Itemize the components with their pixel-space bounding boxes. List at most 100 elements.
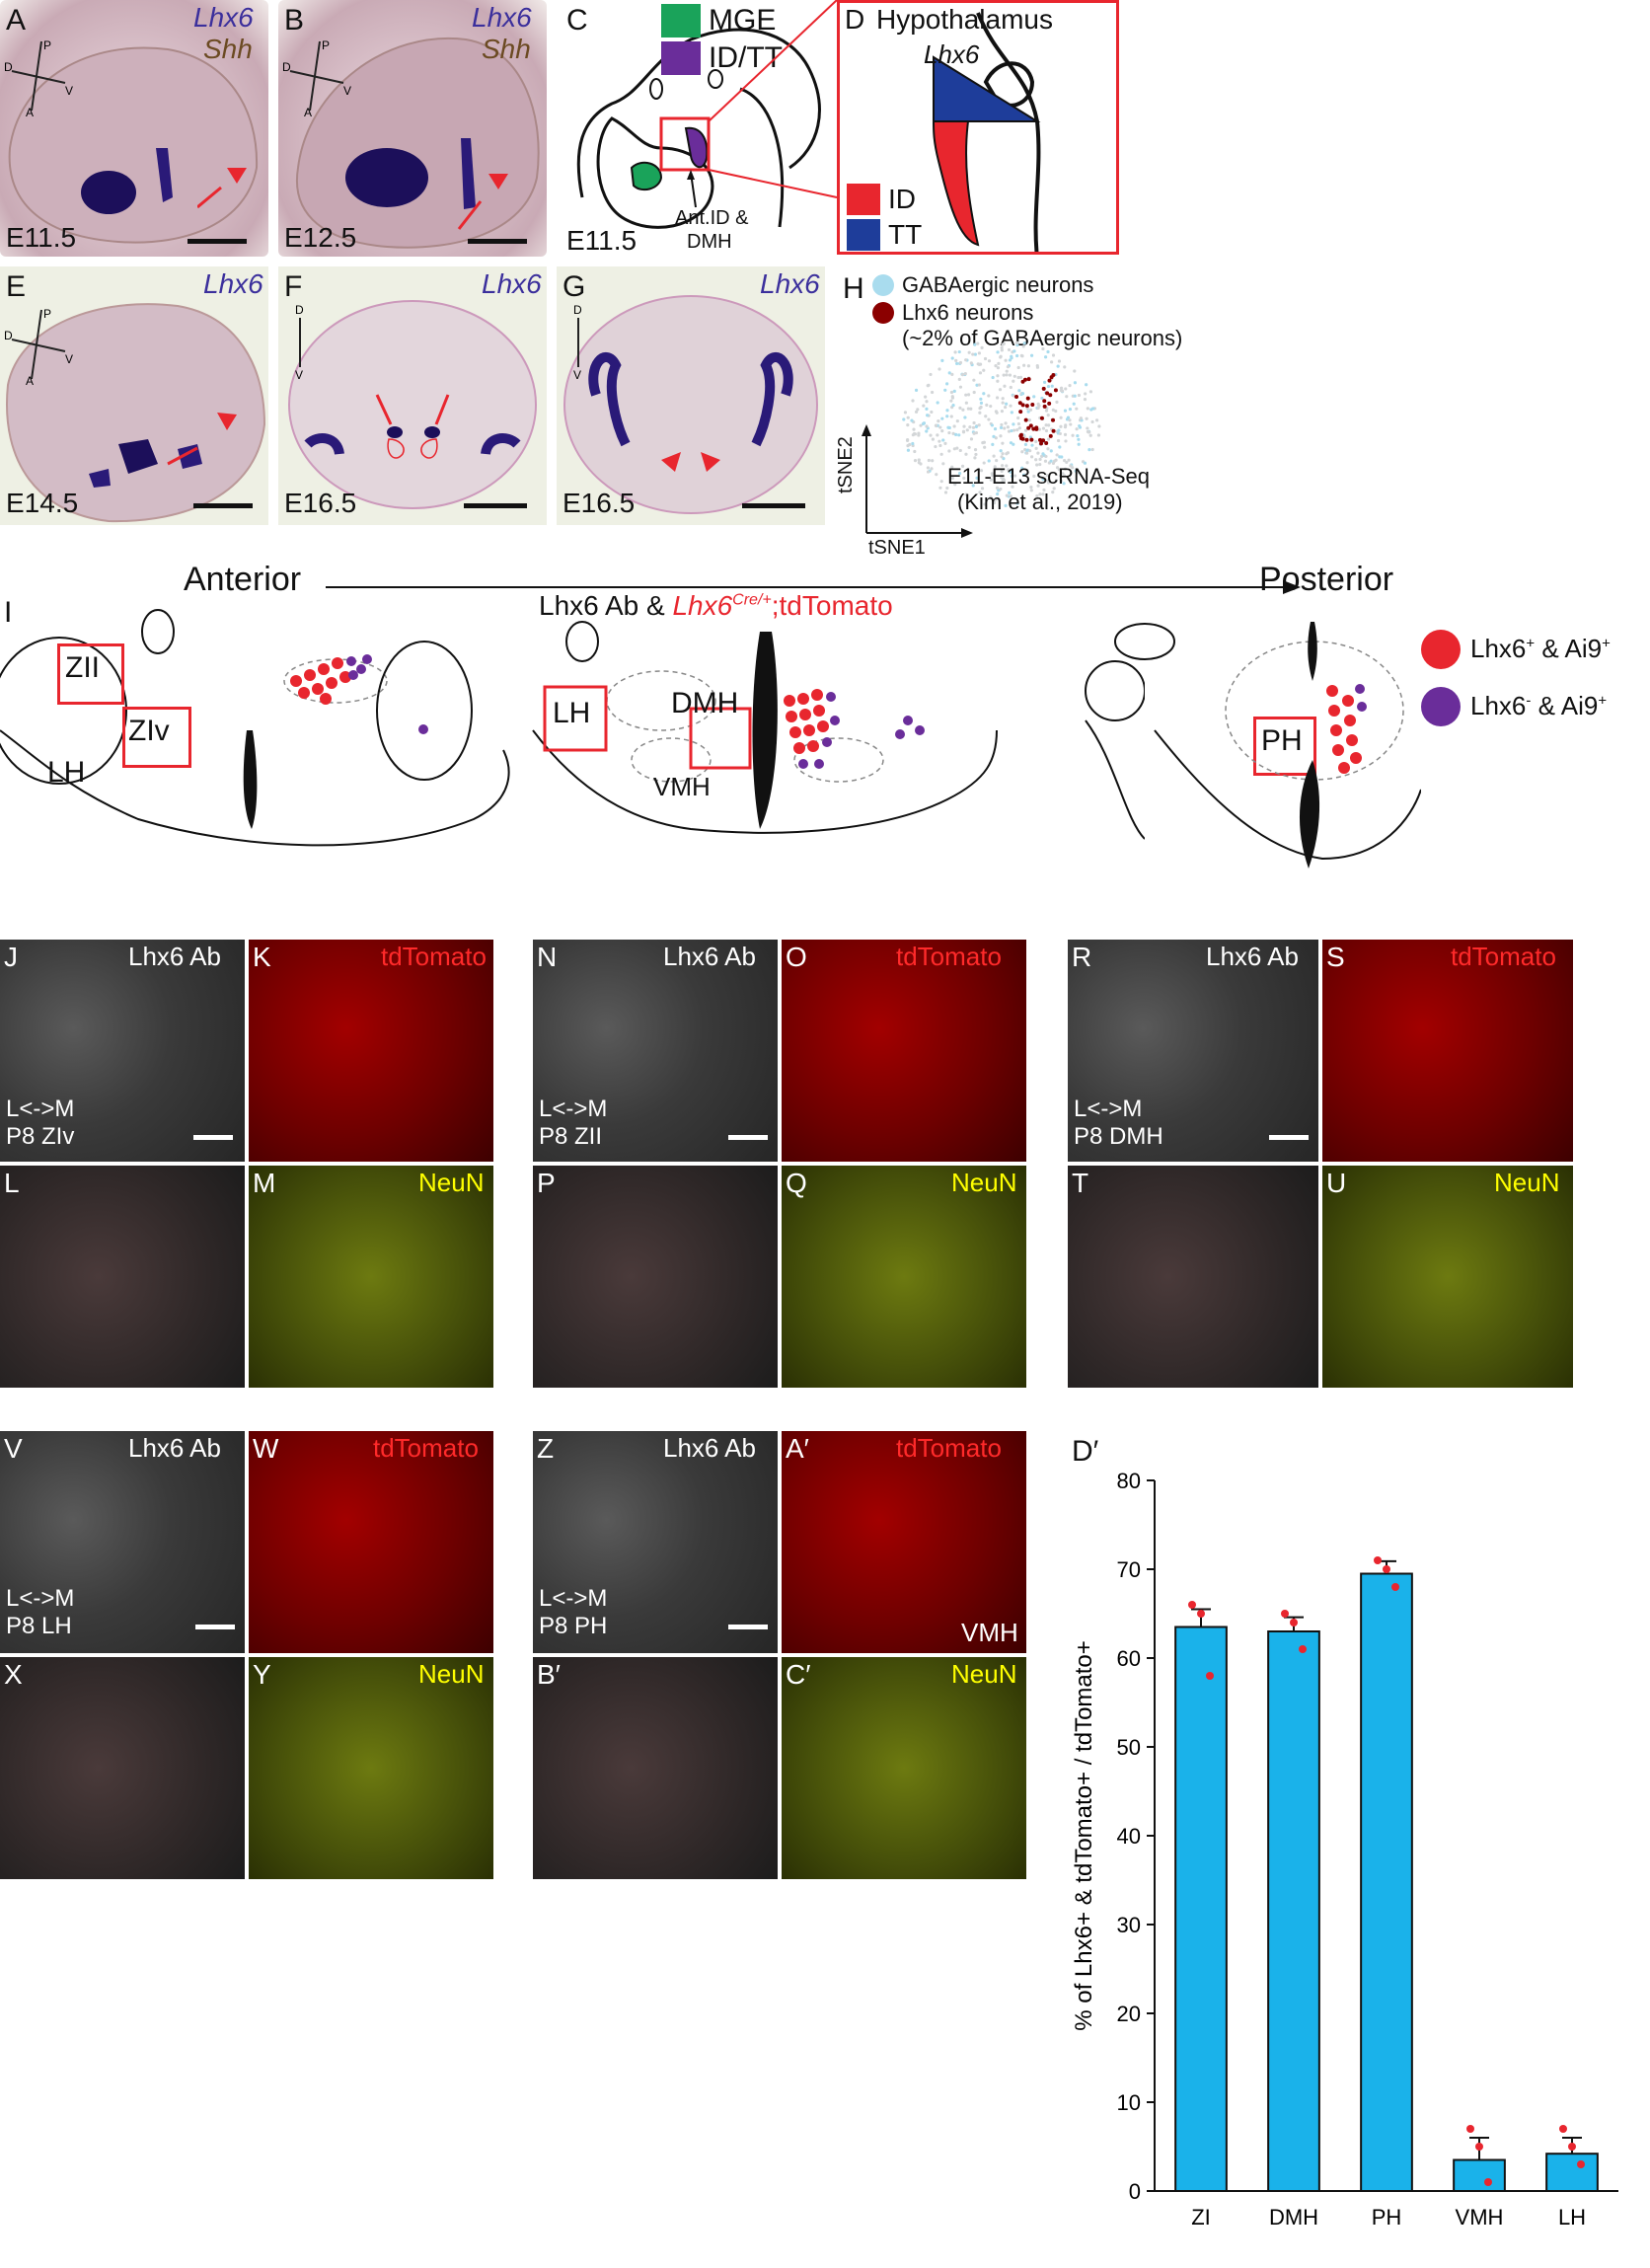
tsne-point: [1046, 414, 1050, 417]
tsne-point: [1029, 489, 1033, 492]
tsne-point: [995, 486, 1000, 490]
tsne-point: [914, 388, 919, 392]
panel-g-gene: Lhx6: [760, 268, 820, 299]
micro-c-prime-title: NeuN: [951, 1659, 1017, 1689]
tsne-point: [974, 452, 978, 457]
tsne-point: [1021, 473, 1025, 477]
tsne-point: [1036, 406, 1040, 411]
tsne-point: [996, 379, 1000, 383]
tsne-point: [1076, 471, 1080, 475]
tsne-point: [996, 366, 1001, 370]
legend-lhx6-label: Lhx6 neurons: [902, 300, 1034, 325]
tsne-point: [1022, 341, 1026, 345]
micro-m-title: NeuN: [418, 1168, 485, 1197]
tsne-point: [906, 416, 910, 419]
tsne-point: [903, 411, 908, 415]
legend-lhx6-sublabel: (~2% of GABAergic neurons): [902, 326, 1183, 350]
tsne-point: [1065, 460, 1069, 465]
panel-g-stage: E16.5: [562, 488, 636, 518]
tsne-point: [1059, 386, 1064, 390]
tsne-point: [1041, 492, 1045, 496]
tsne-point: [1051, 408, 1055, 412]
tsne-point: [1038, 457, 1042, 461]
tsne-point: [964, 452, 968, 456]
bar-lh: [1545, 2153, 1599, 2193]
tsne-lhx6-point: [1047, 378, 1052, 383]
tsne-point: [974, 430, 979, 435]
tsne-point: [1056, 364, 1060, 368]
chart-letter: D′: [1072, 1435, 1099, 1468]
tsne-point: [938, 443, 942, 448]
micro-r-letter: R: [1072, 942, 1092, 972]
tsne-point: [1086, 407, 1089, 411]
tsne-point: [975, 476, 979, 481]
tsne-lhx6-point: [1026, 377, 1031, 382]
legend-purple-gene: Lhx6: [1470, 691, 1527, 720]
tsne-point: [1046, 437, 1051, 441]
tsne-point: [945, 409, 949, 413]
legend-red-sup: +: [1526, 635, 1536, 652]
svg-text:P: P: [43, 38, 51, 52]
tsne-point: [1064, 439, 1068, 443]
panel-i-title-b: Lhx6: [672, 590, 733, 621]
svg-text:P: P: [322, 38, 330, 52]
tsne-point: [938, 439, 941, 443]
tsne-point: [1002, 373, 1006, 377]
panel-c-annotation-1: Ant.ID &: [675, 207, 749, 229]
svg-text:V: V: [343, 84, 351, 98]
tsne-point: [1008, 491, 1012, 494]
tsne-point: [1058, 474, 1063, 478]
micrograph-x: [0, 1657, 245, 1879]
tsne-point: [1003, 384, 1007, 388]
tsne-lhx6-point: [1048, 393, 1053, 398]
tsne-lhx6-point: [1042, 404, 1047, 409]
tsne-point: [972, 390, 976, 395]
tsne-point: [964, 401, 968, 405]
tsne-point: [954, 358, 958, 363]
tsne-point: [1040, 396, 1044, 401]
svg-text:D: D: [295, 303, 304, 317]
tsne-lhx6-point: [1051, 373, 1056, 378]
tsne-point: [973, 456, 977, 460]
legend-red-rest: & Ai9: [1535, 634, 1603, 663]
tsne-point: [992, 500, 997, 505]
tsne-point: [941, 438, 945, 442]
tsne-point: [1003, 426, 1007, 430]
data-point: [1290, 1619, 1298, 1626]
tsne-point: [917, 431, 921, 435]
tsne-point: [1023, 442, 1028, 447]
micrograph-z: [533, 1431, 778, 1653]
tsne-point: [963, 416, 967, 419]
data-point: [1299, 1645, 1307, 1653]
tsne-point: [1026, 364, 1030, 368]
tsne-point: [980, 487, 985, 491]
y-axis-label: % of Lhx6+ & tdTomato+ / tdTomato+: [1071, 1640, 1097, 2031]
tsne-point: [950, 372, 954, 376]
panel-d-drawing: [932, 12, 1041, 252]
tsne-point: [1059, 424, 1063, 428]
tsne-point: [1015, 353, 1019, 358]
panel-g-tissue: [563, 295, 818, 514]
legend-idtt-swatch: [661, 41, 701, 75]
tsne-point: [985, 403, 989, 407]
panel-i-title-c: ;tdTomato: [771, 590, 893, 621]
tsne-point: [999, 449, 1003, 453]
tsne-point: [991, 442, 995, 446]
tsne-point: [984, 415, 988, 418]
micro-v-axis: L<->M: [6, 1585, 75, 1612]
tsne-point: [983, 356, 988, 361]
tsne-point: [994, 363, 998, 368]
tsne-point: [1000, 410, 1005, 414]
micrograph-w: [249, 1431, 493, 1653]
svg-text:A: A: [26, 374, 34, 385]
panel-a-tissue: [8, 46, 259, 244]
tsne-point: [917, 458, 921, 462]
tsne-point: [999, 434, 1003, 438]
tsne-lhx6-point: [1020, 379, 1025, 384]
tsne-point: [1062, 459, 1067, 463]
panel-a-arrowhead: [197, 168, 247, 209]
y-tick-label: 30: [1117, 1913, 1141, 1937]
svg-text:D: D: [282, 60, 291, 74]
legend-purple-label: Lhx6- & Ai9+: [1470, 691, 1607, 721]
bar-dmh: [1267, 1630, 1320, 2192]
